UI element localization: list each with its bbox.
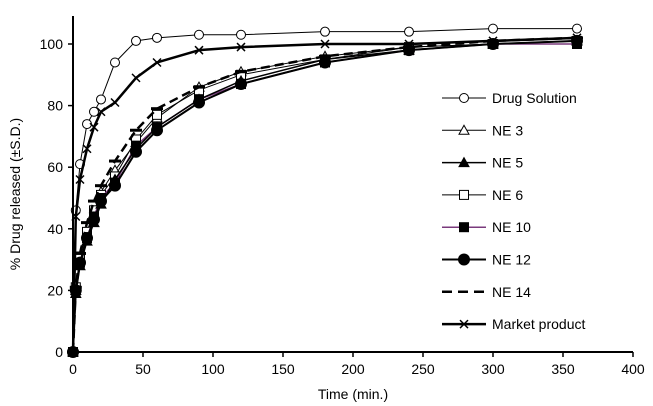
x-tick-label: 350 — [551, 361, 575, 377]
series-market-product-point — [194, 45, 204, 55]
legend-item-market-product: Market product — [442, 316, 585, 332]
series-ne-12-point — [130, 145, 142, 158]
series-market-product-point — [110, 97, 120, 108]
y-tick-label: 80 — [47, 98, 63, 114]
series-market-product-point — [89, 122, 99, 132]
series-market-product-point — [572, 33, 582, 43]
series-market-product — [68, 33, 582, 357]
cross-stroke — [96, 107, 106, 117]
series-drug-solution-point — [320, 26, 330, 37]
cross-stroke — [131, 73, 141, 83]
series-market-product-point — [131, 73, 141, 83]
y-tick-label: 20 — [47, 282, 63, 298]
series-ne-12-point — [403, 44, 415, 57]
legend-ne-6-point — [459, 189, 469, 200]
legend-item-ne-12: NE 12 — [442, 252, 531, 268]
axes: 0 50 100 150 200 250 300 350 400 0 20 40 60 80 100 — [40, 16, 645, 377]
legend-label: Drug Solution — [492, 90, 577, 106]
legend-label: Market product — [492, 316, 585, 332]
series-drug-solution-point — [404, 26, 414, 37]
legend-item-drug-solution: Drug Solution — [442, 90, 577, 106]
series-ne-12-point — [88, 213, 100, 226]
y-tick-label: 60 — [47, 159, 63, 175]
cross-stroke — [152, 57, 162, 68]
x-tick-label: 300 — [481, 361, 505, 377]
cross-stroke — [404, 39, 414, 49]
series-drug-solution-point — [96, 94, 106, 105]
legend-label: NE 10 — [492, 219, 531, 235]
series-ne-12-point — [235, 78, 247, 91]
series-drug-solution-point — [488, 23, 498, 34]
x-axis-title: Time (min.) — [318, 386, 388, 402]
y-tick-label: 0 — [55, 344, 63, 360]
series-drug-solution-point — [89, 106, 99, 117]
y-axis-title: % Drug released (±S.D.) — [7, 118, 23, 270]
series-ne-12-point — [81, 232, 93, 245]
series-drug-solution-point — [572, 23, 582, 34]
legend-ne-10-point — [459, 222, 469, 233]
series-market-product-point — [96, 107, 106, 117]
x-tick-label: 200 — [341, 361, 365, 377]
series-market-product-point — [152, 57, 162, 68]
cross-stroke — [194, 45, 204, 55]
series-drug-solution-point — [110, 57, 120, 68]
legend-item-ne-6: NE 6 — [442, 187, 523, 203]
series-ne-12-point — [193, 96, 205, 109]
series-drug-solution-point — [131, 35, 141, 46]
series-market-product-point — [404, 39, 414, 49]
series-ne-12-point — [109, 179, 121, 192]
series-drug-solution-point — [194, 29, 204, 40]
legend-item-ne-5: NE 5 — [442, 155, 523, 171]
x-tick-label: 0 — [69, 361, 77, 377]
legend-label: NE 6 — [492, 187, 523, 203]
legend-label: NE 14 — [492, 284, 531, 300]
legend-label: NE 12 — [492, 252, 531, 268]
cross-stroke — [89, 122, 99, 132]
legend-ne-5-point — [458, 156, 470, 168]
y-tick-label: 40 — [47, 221, 63, 237]
series-market-product-point — [82, 144, 92, 154]
legend-item-ne-3: NE 3 — [442, 122, 523, 138]
cross-stroke — [110, 97, 120, 108]
series-drug-solution-point — [236, 29, 246, 40]
series-market-product-point — [488, 36, 498, 46]
legend-ne-3-point — [458, 124, 470, 135]
series-market-product-point — [236, 42, 246, 52]
cross-stroke — [75, 174, 85, 185]
x-tick-label: 400 — [621, 361, 645, 377]
cross-stroke — [488, 36, 498, 46]
x-tick-label: 50 — [135, 361, 151, 377]
cross-stroke — [320, 39, 330, 49]
legend-label: NE 3 — [492, 122, 523, 138]
cross-stroke — [236, 42, 246, 52]
cross-stroke — [459, 319, 469, 329]
cross-stroke — [572, 33, 582, 43]
x-tick-label: 150 — [271, 361, 295, 377]
legend-label: NE 5 — [492, 155, 523, 171]
series-market-product-point — [320, 39, 330, 49]
legend-drug-solution-point — [459, 93, 469, 103]
legend-market-product-point — [459, 319, 469, 329]
series-ne-12-point — [95, 195, 107, 208]
series-layer — [67, 23, 583, 358]
x-tick-label: 250 — [411, 361, 435, 377]
x-tick-label: 100 — [201, 361, 225, 377]
series-ne-12-point — [319, 56, 331, 69]
legend-ne-12-point — [458, 253, 470, 266]
legend: Drug Solution NE 3 NE 5 NE 6 NE 10 NE 12 NE 14… — [442, 90, 585, 332]
cross-stroke — [82, 144, 92, 154]
series-ne-6-point — [152, 109, 162, 120]
legend-item-ne-14: NE 14 — [442, 284, 531, 300]
series-drug-solution-point — [152, 32, 162, 43]
series-ne-12-point — [151, 124, 163, 137]
series-market-product-point — [75, 174, 85, 185]
legend-item-ne-10: NE 10 — [442, 219, 531, 235]
y-tick-label: 100 — [40, 36, 64, 52]
